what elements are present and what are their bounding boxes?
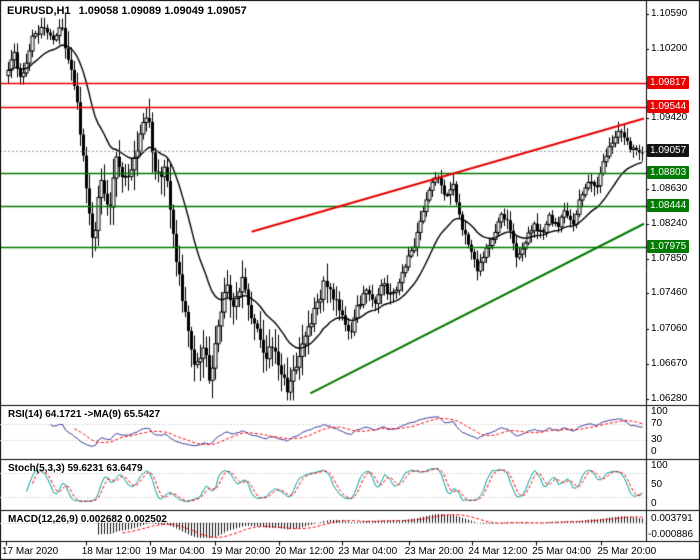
time-label: 23 Mar 04:00 [338, 546, 398, 557]
macd-axis-bottom: -0.000886 [648, 529, 694, 540]
price-label: 1.09420 [651, 112, 688, 124]
price-label: 1.07850 [651, 252, 688, 264]
rsi-axis-label: 0 [651, 446, 657, 458]
time-label: 17 Mar 2020 [2, 546, 59, 557]
price-badge: 1.09817 [647, 76, 690, 89]
chart-title: EURUSD,H1 1.09058 1.09089 1.09049 1.09057 [7, 5, 247, 17]
price-label: 1.10590 [651, 8, 688, 20]
price-label: 1.08240 [651, 217, 688, 229]
stoch-indicator-label: Stoch(5,3,3) 59.6231 63.6479 [8, 463, 143, 474]
price-badge: 1.08803 [647, 166, 690, 180]
stoch-axis-label: 100 [651, 459, 668, 471]
time-label: 24 Mar 12:00 [468, 546, 528, 557]
time-label: 25 Mar 20:00 [597, 546, 657, 557]
price-badge: 1.09057 [647, 143, 690, 157]
stoch-axis-label: 50 [651, 479, 663, 490]
macd-axis-top: 0.003791 [651, 513, 693, 524]
rsi-axis-label: 100 [651, 405, 668, 417]
price-axis[interactable]: 1.10590 1.10200 1.09420 1.08630 1.08240 1.078… [646, 0, 700, 542]
symbol-timeframe: EURUSD,H1 [7, 5, 71, 17]
time-label: 25 Mar 04:00 [532, 546, 592, 557]
price-badge: 1.09544 [647, 100, 690, 114]
time-label: 18 Mar 12:00 [81, 546, 141, 557]
price-label: 1.06280 [651, 392, 688, 404]
price-label: 1.07060 [651, 323, 688, 335]
time-axis[interactable]: 17 Mar 2020 18 Mar 12:00 19 Mar 04:00 19 Ma… [0, 542, 700, 560]
rsi-indicator-label: RSI(14) 64.1721 ->MA(9) 65.5427 [8, 409, 161, 420]
price-badge: 1.08444 [647, 198, 690, 212]
time-label: 23 Mar 20:00 [404, 546, 464, 557]
price-label: 1.06670 [651, 357, 688, 369]
price-label: 1.07460 [651, 287, 688, 299]
ohlc-values: 1.09058 1.09089 1.09049 1.09057 [78, 5, 247, 17]
time-label: 19 Mar 04:00 [145, 546, 205, 557]
stoch-axis-label: 0 [651, 498, 657, 510]
time-label: 20 Mar 12:00 [275, 546, 334, 557]
rsi-axis-label: 70 [651, 417, 663, 429]
macd-indicator-label: MACD(12,26,9) 0.002682 0.002502 [8, 514, 167, 525]
price-label: 1.08630 [651, 182, 688, 194]
time-label: 19 Mar 20:00 [211, 546, 271, 557]
rsi-axis-label: 30 [651, 434, 663, 446]
price-badge: 1.07975 [647, 240, 690, 254]
price-label: 1.10200 [651, 42, 688, 54]
